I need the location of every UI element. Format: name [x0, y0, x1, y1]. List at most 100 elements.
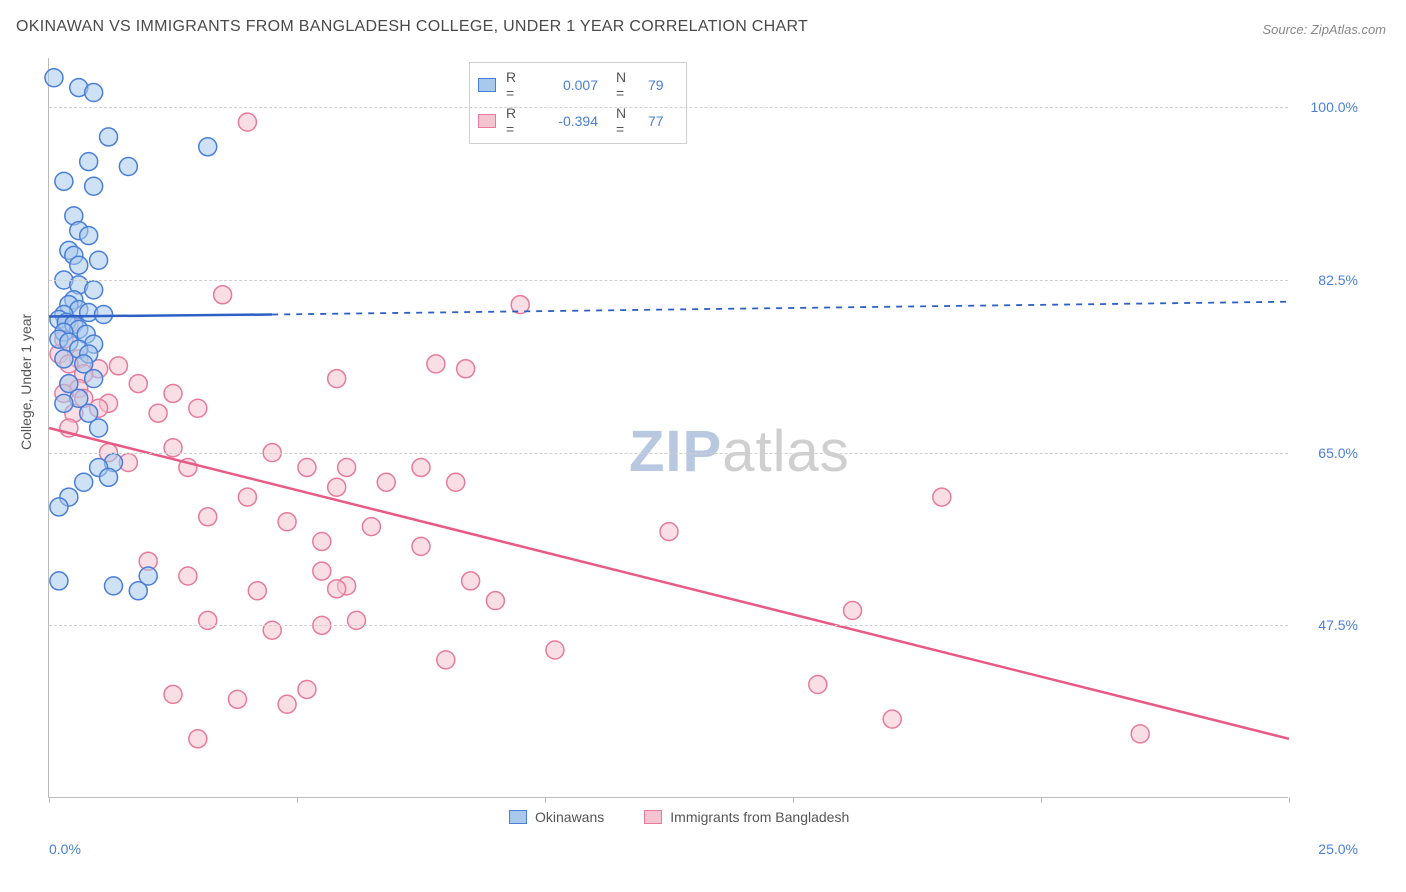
data-point: [189, 730, 207, 748]
data-point: [933, 488, 951, 506]
x-end-label: 25.0%: [1318, 841, 1358, 857]
data-point: [189, 399, 207, 417]
grid-line: [49, 107, 1288, 108]
data-point: [214, 286, 232, 304]
data-point: [298, 458, 316, 476]
swatch-blue-icon: [478, 78, 496, 92]
data-point: [164, 384, 182, 402]
data-point: [328, 478, 346, 496]
data-point: [313, 532, 331, 550]
x-tick: [1041, 797, 1042, 803]
x-tick: [297, 797, 298, 803]
data-point: [660, 523, 678, 541]
data-point: [70, 256, 88, 274]
grid-line: [49, 453, 1288, 454]
y-tick-label: 100.0%: [1298, 99, 1358, 115]
n-value-pink: 77: [648, 113, 678, 129]
data-point: [55, 350, 73, 368]
chart-title: OKINAWAN VS IMMIGRANTS FROM BANGLADESH C…: [16, 18, 808, 36]
data-point: [883, 710, 901, 728]
data-point: [199, 508, 217, 526]
data-point: [328, 580, 346, 598]
data-point: [164, 439, 182, 457]
source-credit: Source: ZipAtlas.com: [1262, 22, 1386, 37]
swatch-pink-icon: [478, 114, 496, 128]
data-point: [129, 375, 147, 393]
data-point: [546, 641, 564, 659]
data-point: [199, 611, 217, 629]
data-point: [278, 513, 296, 531]
data-point: [437, 651, 455, 669]
data-point: [104, 577, 122, 595]
data-point: [199, 138, 217, 156]
data-point: [45, 69, 63, 87]
data-point: [362, 518, 380, 536]
data-point: [278, 695, 296, 713]
swatch-pink-icon: [644, 810, 662, 824]
r-value-blue: 0.007: [538, 77, 598, 93]
data-point: [462, 572, 480, 590]
legend-label-blue: Okinawans: [535, 809, 604, 825]
data-point: [85, 370, 103, 388]
y-tick-label: 47.5%: [1298, 617, 1358, 633]
data-point: [238, 113, 256, 131]
correlation-legend: R = 0.007 N = 79 R = -0.394 N = 77: [469, 62, 687, 144]
data-point: [50, 498, 68, 516]
data-point: [179, 567, 197, 585]
data-point: [348, 611, 366, 629]
data-point: [55, 172, 73, 190]
legend-label-pink: Immigrants from Bangladesh: [670, 809, 849, 825]
swatch-blue-icon: [509, 810, 527, 824]
trend-line: [272, 302, 1289, 315]
x-tick: [793, 797, 794, 803]
data-point: [95, 306, 113, 324]
x-tick: [49, 797, 50, 803]
plot-area: ZIPatlas R = 0.007 N = 79 R = -0.394 N =…: [48, 58, 1288, 798]
data-point: [809, 676, 827, 694]
x-tick: [1289, 797, 1290, 803]
data-point: [119, 158, 137, 176]
data-point: [844, 602, 862, 620]
data-point: [149, 404, 167, 422]
x-start-label: 0.0%: [49, 841, 81, 857]
n-label: N =: [616, 69, 638, 101]
data-point: [338, 458, 356, 476]
n-label: N =: [616, 105, 638, 137]
chart-container: ZIPatlas R = 0.007 N = 79 R = -0.394 N =…: [48, 58, 1368, 838]
data-point: [90, 419, 108, 437]
data-point: [298, 680, 316, 698]
data-point: [1131, 725, 1149, 743]
r-label: R =: [506, 105, 528, 137]
data-point: [447, 473, 465, 491]
n-value-blue: 79: [648, 77, 678, 93]
data-point: [100, 468, 118, 486]
data-point: [486, 592, 504, 610]
x-tick: [545, 797, 546, 803]
legend-row-pink: R = -0.394 N = 77: [478, 103, 678, 139]
y-tick-label: 65.0%: [1298, 445, 1358, 461]
data-point: [50, 572, 68, 590]
data-point: [412, 537, 430, 555]
grid-line: [49, 625, 1288, 626]
data-point: [55, 394, 73, 412]
y-axis-label: College, Under 1 year: [18, 314, 34, 450]
data-point: [164, 685, 182, 703]
data-point: [248, 582, 266, 600]
y-tick-label: 82.5%: [1298, 272, 1358, 288]
data-point: [100, 128, 118, 146]
data-point: [85, 177, 103, 195]
r-label: R =: [506, 69, 528, 101]
data-point: [90, 251, 108, 269]
scatter-svg: [49, 58, 1289, 798]
data-point: [228, 690, 246, 708]
data-point: [238, 488, 256, 506]
data-point: [313, 562, 331, 580]
data-point: [85, 84, 103, 102]
legend-item-blue: Okinawans: [509, 809, 604, 825]
data-point: [412, 458, 430, 476]
data-point: [457, 360, 475, 378]
series-legend: Okinawans Immigrants from Bangladesh: [509, 809, 849, 825]
r-value-pink: -0.394: [538, 113, 598, 129]
data-point: [263, 621, 281, 639]
data-point: [80, 153, 98, 171]
